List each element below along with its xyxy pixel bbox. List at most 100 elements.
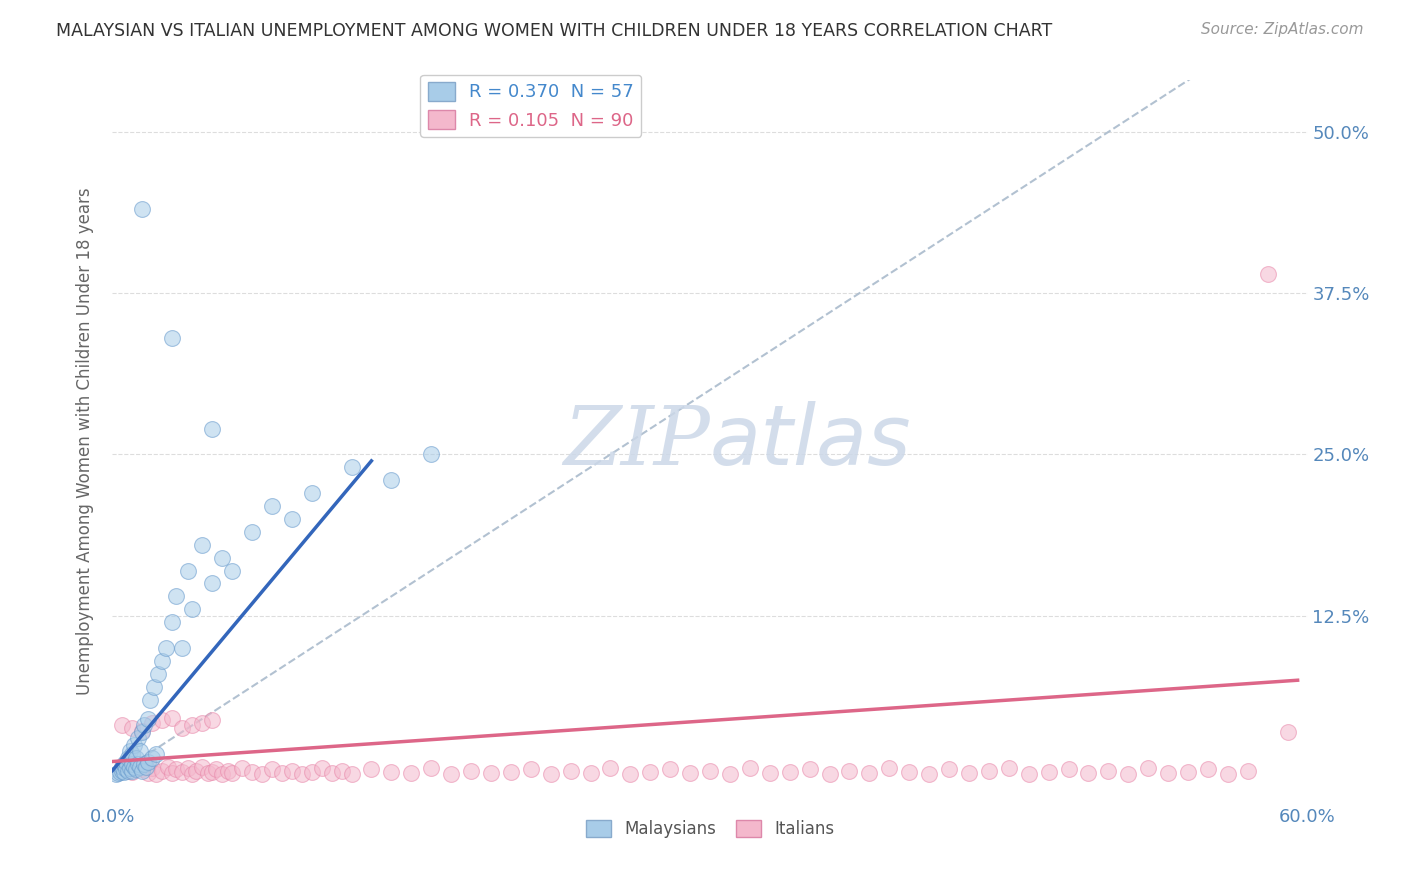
Point xyxy=(141,750,163,764)
Point xyxy=(129,760,152,774)
Point xyxy=(191,760,214,774)
Point xyxy=(115,755,138,769)
Point xyxy=(131,202,153,217)
Point xyxy=(197,766,219,780)
Point xyxy=(340,767,363,781)
Point xyxy=(211,767,233,781)
Point xyxy=(321,766,343,780)
Point xyxy=(1277,724,1299,739)
Point xyxy=(155,640,177,655)
Point xyxy=(177,564,200,578)
Point xyxy=(440,767,463,781)
Point xyxy=(201,713,224,727)
Point xyxy=(115,762,138,776)
Point xyxy=(918,767,941,781)
Point xyxy=(117,750,139,764)
Point xyxy=(165,762,187,776)
Point xyxy=(420,447,443,461)
Point xyxy=(162,766,183,780)
Point xyxy=(186,764,208,778)
Point xyxy=(330,764,353,778)
Point xyxy=(231,761,253,775)
Point xyxy=(111,718,134,732)
Point xyxy=(191,538,214,552)
Point xyxy=(858,766,880,780)
Point xyxy=(718,767,741,781)
Point xyxy=(679,766,702,780)
Point xyxy=(301,486,323,500)
Point xyxy=(380,764,402,779)
Point xyxy=(211,550,233,565)
Point xyxy=(162,615,183,630)
Point xyxy=(117,764,139,778)
Point xyxy=(1137,761,1160,775)
Point xyxy=(240,764,263,779)
Point xyxy=(1097,764,1119,778)
Point xyxy=(134,757,156,772)
Point xyxy=(105,767,128,781)
Point xyxy=(107,766,129,780)
Point xyxy=(181,767,204,781)
Point xyxy=(879,761,901,775)
Point xyxy=(131,724,153,739)
Legend: Malaysians, Italians: Malaysians, Italians xyxy=(579,814,841,845)
Point xyxy=(540,767,562,781)
Point xyxy=(157,760,180,774)
Point xyxy=(121,757,143,772)
Point xyxy=(145,767,167,781)
Text: atlas: atlas xyxy=(710,401,911,482)
Point xyxy=(1118,767,1140,781)
Point xyxy=(138,755,160,769)
Point xyxy=(281,512,304,526)
Point xyxy=(1057,762,1080,776)
Point xyxy=(127,731,149,746)
Point xyxy=(172,764,194,779)
Point xyxy=(150,713,173,727)
Y-axis label: Unemployment Among Women with Children Under 18 years: Unemployment Among Women with Children U… xyxy=(76,187,94,696)
Point xyxy=(124,738,146,752)
Point xyxy=(699,764,721,778)
Point xyxy=(135,760,157,774)
Point xyxy=(191,715,214,730)
Point xyxy=(579,766,602,780)
Point xyxy=(799,762,821,776)
Point xyxy=(1177,764,1199,779)
Point xyxy=(141,761,163,775)
Point xyxy=(818,767,841,781)
Point xyxy=(260,499,283,513)
Point xyxy=(177,761,200,775)
Point xyxy=(217,764,239,778)
Point xyxy=(460,764,482,778)
Point xyxy=(301,764,323,779)
Point xyxy=(201,764,224,779)
Point xyxy=(1077,766,1099,780)
Point xyxy=(1197,762,1219,776)
Point xyxy=(779,764,801,779)
Point xyxy=(499,764,522,779)
Point xyxy=(120,761,142,775)
Point xyxy=(759,766,782,780)
Point xyxy=(360,762,382,776)
Point xyxy=(1018,767,1040,781)
Point xyxy=(148,666,170,681)
Point xyxy=(738,761,761,775)
Point xyxy=(281,764,304,778)
Point xyxy=(181,602,204,616)
Point xyxy=(221,564,243,578)
Point xyxy=(131,762,153,776)
Point xyxy=(619,767,641,781)
Point xyxy=(114,764,135,779)
Point xyxy=(1157,766,1180,780)
Point xyxy=(121,747,143,761)
Text: MALAYSIAN VS ITALIAN UNEMPLOYMENT AMONG WOMEN WITH CHILDREN UNDER 18 YEARS CORRE: MALAYSIAN VS ITALIAN UNEMPLOYMENT AMONG … xyxy=(56,22,1053,40)
Point xyxy=(134,718,156,732)
Point xyxy=(131,723,153,738)
Point xyxy=(111,760,134,774)
Point xyxy=(150,764,173,778)
Point xyxy=(270,766,292,780)
Point xyxy=(201,422,224,436)
Point xyxy=(250,767,273,781)
Point xyxy=(1216,767,1239,781)
Point xyxy=(120,744,142,758)
Point xyxy=(162,711,183,725)
